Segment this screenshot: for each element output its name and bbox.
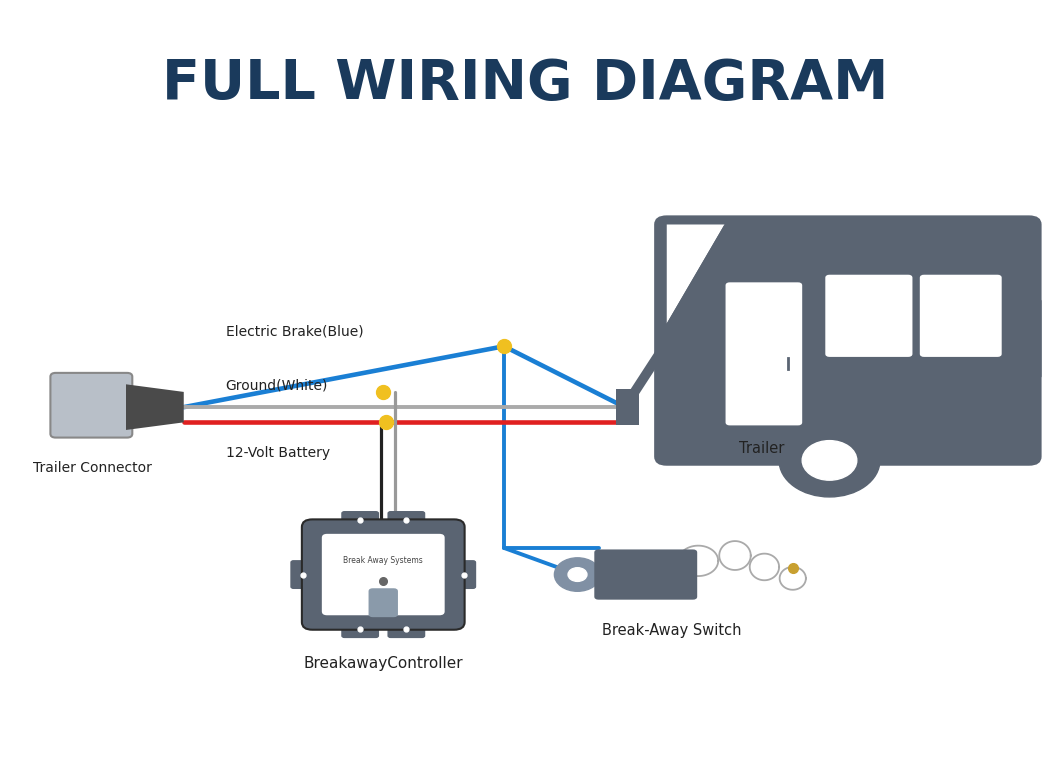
Text: Trailer Connector: Trailer Connector [33, 461, 152, 475]
Text: FULL WIRING DIAGRAM: FULL WIRING DIAGRAM [162, 57, 888, 110]
Polygon shape [667, 224, 724, 323]
Polygon shape [1029, 285, 1042, 392]
FancyBboxPatch shape [290, 560, 315, 589]
Circle shape [568, 568, 587, 581]
FancyBboxPatch shape [50, 373, 132, 438]
Circle shape [779, 424, 880, 497]
FancyBboxPatch shape [321, 534, 445, 615]
FancyBboxPatch shape [654, 215, 1042, 466]
Text: Trailer: Trailer [738, 441, 784, 457]
Text: Electric Brake(Blue): Electric Brake(Blue) [226, 324, 363, 338]
Text: 12-Volt Battery: 12-Volt Battery [226, 446, 330, 460]
FancyBboxPatch shape [825, 275, 912, 357]
FancyBboxPatch shape [452, 560, 477, 589]
FancyBboxPatch shape [726, 282, 802, 425]
FancyBboxPatch shape [341, 511, 379, 530]
FancyBboxPatch shape [341, 619, 379, 638]
FancyBboxPatch shape [302, 520, 464, 629]
Polygon shape [126, 384, 184, 430]
Text: Break Away Systems: Break Away Systems [343, 556, 423, 565]
Text: BreakawayController: BreakawayController [303, 657, 463, 671]
Text: Ground(White): Ground(White) [226, 379, 328, 393]
Circle shape [802, 441, 857, 480]
Polygon shape [667, 224, 724, 457]
FancyBboxPatch shape [387, 511, 425, 530]
Text: Break-Away Switch: Break-Away Switch [603, 623, 741, 638]
FancyBboxPatch shape [387, 619, 425, 638]
FancyBboxPatch shape [920, 275, 1002, 357]
Circle shape [554, 558, 601, 591]
FancyBboxPatch shape [369, 588, 398, 617]
FancyBboxPatch shape [616, 389, 639, 425]
FancyBboxPatch shape [594, 549, 697, 600]
